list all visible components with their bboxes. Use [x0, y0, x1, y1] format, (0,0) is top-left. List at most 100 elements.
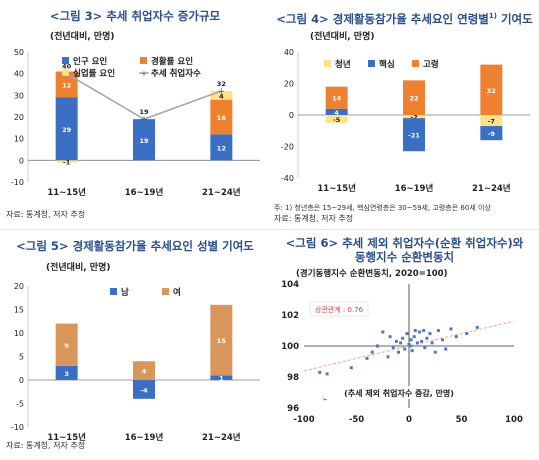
chart-gender-contribution: (전년대비, 만명) -10 -5 0 5 10 15 20 11~15년 16~19년 21~24…: [11, 261, 260, 443]
scatter-point: [475, 325, 479, 329]
legend-label: 핵심: [379, 59, 395, 70]
panel-gender-contribution: <그림 5> 경제활동참가율 추세요인 성별 기여도 (전년대비, 만명) -10…: [0, 230, 270, 454]
scatter-point: [465, 332, 469, 336]
annotation-box: [309, 301, 369, 317]
x-tick-label: 100: [505, 415, 523, 425]
y-tick-label: -10: [11, 423, 24, 432]
chart-employment-trend: (전년대비, 만명) -10 0 10 20 30 40 50 11~15년 16~19년 21~2…: [11, 30, 260, 198]
scatter-point: [433, 350, 437, 354]
y-tick-label: 30: [14, 91, 24, 100]
data-label: 1: [219, 375, 224, 383]
panel-title: <그림 4> 경제활동참가율 추세요인 연령별1) 기여도: [270, 9, 539, 26]
scatter-point: [325, 372, 329, 376]
data-label: 22: [409, 95, 418, 103]
trend-series-line: [66, 72, 222, 121]
y-tick-label: 0: [289, 111, 294, 120]
x-tick-label: 21~24년: [202, 432, 241, 443]
data-label: -1: [63, 158, 71, 166]
data-label: -4: [140, 386, 148, 394]
legend-label: 여: [173, 287, 181, 298]
scatter-point: [425, 336, 429, 340]
bar: [210, 134, 233, 161]
scatter-point: [449, 327, 453, 331]
scatter-point: [403, 347, 407, 351]
legend-marker: +: [141, 69, 148, 78]
scatter-point: [388, 335, 392, 339]
legend-swatch: [140, 57, 147, 64]
data-label: 9: [64, 342, 69, 350]
y-tick-label: 0: [19, 376, 24, 385]
legend-swatch: [62, 57, 69, 64]
bar: [210, 91, 233, 100]
y-tick-label: 40: [284, 48, 294, 57]
y-axis-title: (경기동행지수 순환변동치, 2020=100): [296, 268, 448, 279]
scatter-point: [381, 330, 385, 334]
bar: [133, 119, 155, 161]
y-tick-label: 20: [14, 113, 24, 122]
scatter-point: [370, 350, 374, 354]
y-tick-label: 100: [281, 342, 299, 352]
panel-cyclical-scatter: <그림 6> 추세 제외 취업자수(순환 취업자수)와 동행지수 순환변동치 (…: [270, 230, 539, 454]
scatter-point: [420, 339, 424, 343]
x-tick-label: 50: [456, 415, 468, 425]
unit-label: (전년대비, 만명): [310, 30, 374, 42]
y-tick-label: 0: [19, 156, 24, 165]
trend-point-label: 19: [139, 108, 149, 116]
data-label: 14: [332, 95, 342, 103]
xlabel-background: [324, 386, 474, 399]
y-tick-label: 15: [14, 306, 24, 315]
bar: [480, 126, 503, 141]
trend-point-label: 32: [217, 80, 226, 88]
scatter-point: [365, 356, 369, 360]
x-tick-label: 16~19년: [395, 183, 434, 194]
legend-swatch: [324, 60, 331, 67]
y-tick-label: 40: [14, 70, 24, 79]
y-tick-label: 10: [14, 329, 24, 338]
scatter-point: [407, 342, 411, 346]
legend-label: 추세 취업자수: [151, 68, 201, 79]
scatter-point: [397, 350, 400, 354]
scatter-point: [376, 344, 379, 348]
scatter-point: [386, 355, 390, 359]
data-label: 4: [142, 368, 147, 376]
x-tick-label: 16~19년: [125, 432, 164, 443]
bar: [210, 375, 233, 380]
data-label: -2: [410, 114, 417, 122]
scatter-point: [394, 339, 398, 343]
y-tick-label: 50: [14, 48, 24, 57]
data-label: -5: [333, 116, 341, 124]
bar: [55, 365, 78, 380]
bar: [210, 304, 233, 376]
bar: [55, 323, 78, 366]
unit-label: (전년대비, 만명): [46, 261, 110, 273]
y-tick-label: -20: [281, 143, 294, 152]
y-tick-label: 98: [287, 373, 299, 383]
scatter-point: [318, 370, 322, 374]
scatter-point: [418, 330, 421, 334]
scatter-point: [444, 347, 448, 351]
bar: [55, 160, 78, 163]
bar: [403, 115, 425, 119]
x-tick-label: 11~15년: [47, 432, 86, 443]
unit-label: (전년대비, 만명): [50, 30, 114, 42]
legend-label: 인구 요인: [73, 56, 107, 67]
legend-label: 경활률 요인: [151, 56, 193, 67]
scatter-point: [409, 338, 413, 342]
data-label: 32: [487, 87, 496, 95]
bar: [403, 80, 425, 115]
y-tick-label: -40: [281, 174, 294, 183]
y-tick-label: 102: [281, 311, 299, 321]
legend-swatch: [62, 69, 69, 76]
data-label: 3: [64, 370, 69, 378]
source-text: 자료: 통계청, 저자 추정: [6, 210, 86, 219]
scatter-point: [413, 329, 417, 332]
panel-title-footnote-mark: 1): [488, 12, 497, 20]
legend-label: 실업률 요인: [73, 68, 115, 79]
data-label: -7: [488, 118, 495, 126]
legend-swatch: [368, 60, 375, 67]
x-tick-label: 11~15년: [47, 187, 86, 198]
panel-title-main: <그림 4> 경제활동참가율 추세요인 연령별: [276, 11, 489, 26]
data-label: 15: [217, 337, 227, 345]
x-tick-label: 21~24년: [472, 183, 511, 194]
panel-title: <그림 5> 경제활동참가율 추세요인 성별 기여도: [16, 239, 254, 253]
